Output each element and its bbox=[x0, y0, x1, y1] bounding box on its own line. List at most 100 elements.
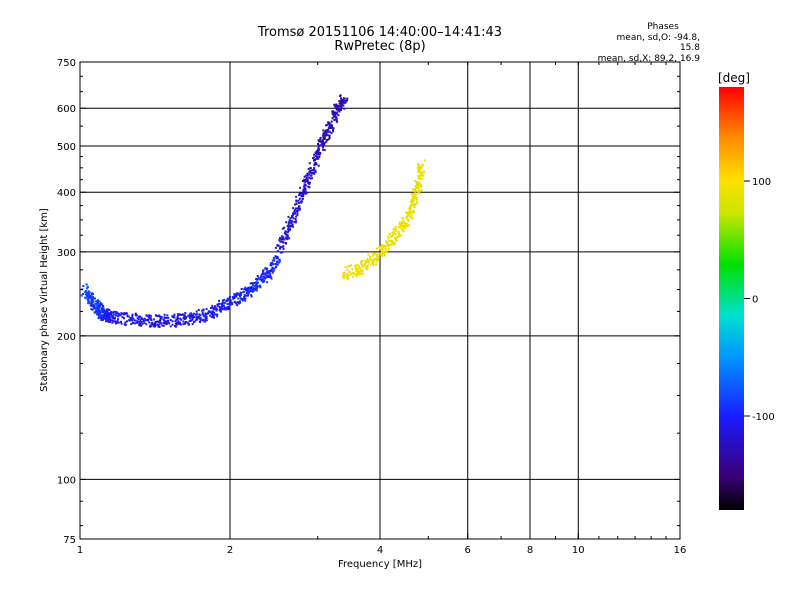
data-point bbox=[172, 316, 175, 319]
data-point bbox=[404, 222, 406, 225]
data-point bbox=[216, 315, 219, 318]
data-point bbox=[358, 267, 361, 270]
data-point bbox=[110, 311, 113, 314]
data-point bbox=[410, 212, 413, 215]
data-point bbox=[302, 193, 305, 196]
data-point bbox=[117, 313, 120, 316]
data-point bbox=[309, 177, 312, 180]
data-point bbox=[201, 309, 204, 312]
data-point bbox=[313, 162, 316, 165]
x-tick-label: 16 bbox=[674, 545, 687, 556]
data-point bbox=[233, 295, 236, 298]
x-tick-label: 4 bbox=[377, 545, 383, 556]
data-point bbox=[309, 171, 312, 174]
data-point bbox=[175, 321, 178, 324]
data-point bbox=[201, 313, 204, 316]
data-point bbox=[245, 289, 247, 292]
data-point bbox=[184, 317, 187, 320]
data-point bbox=[89, 304, 92, 307]
data-point bbox=[160, 316, 163, 319]
data-point bbox=[360, 269, 363, 272]
data-point bbox=[344, 101, 347, 104]
data-point bbox=[279, 245, 282, 248]
data-point bbox=[276, 260, 279, 263]
data-point bbox=[317, 157, 320, 160]
data-point bbox=[244, 294, 247, 297]
data-point bbox=[110, 314, 113, 317]
data-point bbox=[392, 232, 395, 235]
data-point bbox=[330, 120, 333, 123]
data-point bbox=[106, 312, 109, 315]
data-point bbox=[368, 261, 371, 264]
data-point bbox=[271, 266, 274, 269]
data-point bbox=[105, 313, 108, 316]
data-point bbox=[411, 193, 414, 196]
data-point bbox=[177, 317, 180, 320]
y-tick-label: 750 bbox=[57, 58, 76, 69]
data-point bbox=[135, 321, 138, 324]
data-point bbox=[340, 106, 343, 109]
data-point bbox=[147, 319, 150, 322]
data-point bbox=[127, 315, 130, 318]
data-point bbox=[108, 318, 111, 321]
data-point bbox=[416, 166, 419, 169]
data-point bbox=[295, 215, 298, 218]
data-point bbox=[280, 235, 283, 238]
data-point bbox=[420, 173, 423, 176]
data-point bbox=[164, 320, 167, 323]
data-point bbox=[421, 163, 424, 166]
data-point bbox=[154, 325, 156, 328]
data-point bbox=[286, 238, 289, 240]
data-point bbox=[326, 134, 329, 137]
data-point bbox=[335, 118, 338, 120]
data-point bbox=[318, 155, 321, 158]
data-point bbox=[286, 234, 289, 237]
data-point bbox=[315, 155, 317, 158]
data-point bbox=[236, 304, 239, 307]
data-point bbox=[418, 192, 421, 195]
data-point bbox=[83, 291, 86, 294]
data-point bbox=[295, 207, 298, 210]
data-point bbox=[291, 216, 293, 218]
data-point bbox=[102, 305, 105, 307]
data-point bbox=[379, 248, 382, 251]
data-point bbox=[327, 138, 330, 141]
data-point bbox=[119, 314, 122, 317]
data-point bbox=[276, 250, 279, 253]
data-point bbox=[422, 170, 425, 173]
data-point bbox=[417, 163, 420, 166]
data-point bbox=[101, 303, 104, 306]
data-point bbox=[199, 317, 202, 320]
data-point bbox=[415, 197, 418, 200]
data-point bbox=[381, 248, 384, 251]
data-point bbox=[262, 270, 264, 273]
data-point bbox=[219, 310, 222, 313]
data-point bbox=[326, 123, 329, 126]
data-point bbox=[291, 214, 294, 217]
data-point bbox=[302, 188, 305, 191]
data-point bbox=[391, 231, 394, 234]
data-point bbox=[379, 247, 382, 250]
data-point bbox=[394, 228, 396, 231]
data-point bbox=[417, 178, 420, 181]
data-point bbox=[286, 231, 289, 234]
data-point bbox=[295, 195, 298, 198]
data-point bbox=[412, 197, 415, 200]
data-point bbox=[174, 324, 176, 327]
data-point bbox=[361, 259, 363, 262]
data-point bbox=[105, 314, 108, 317]
data-point bbox=[148, 314, 151, 317]
data-point bbox=[310, 169, 313, 172]
data-point bbox=[392, 228, 395, 231]
data-point bbox=[260, 276, 263, 279]
data-point bbox=[300, 192, 303, 195]
data-point bbox=[375, 263, 378, 266]
data-point bbox=[165, 316, 168, 319]
data-point bbox=[246, 294, 249, 297]
data-point bbox=[322, 132, 325, 135]
data-point bbox=[120, 322, 123, 325]
colorbar-tick-label: 100 bbox=[752, 177, 771, 188]
data-point bbox=[317, 143, 319, 145]
data-point bbox=[105, 309, 108, 312]
data-point bbox=[318, 144, 320, 147]
